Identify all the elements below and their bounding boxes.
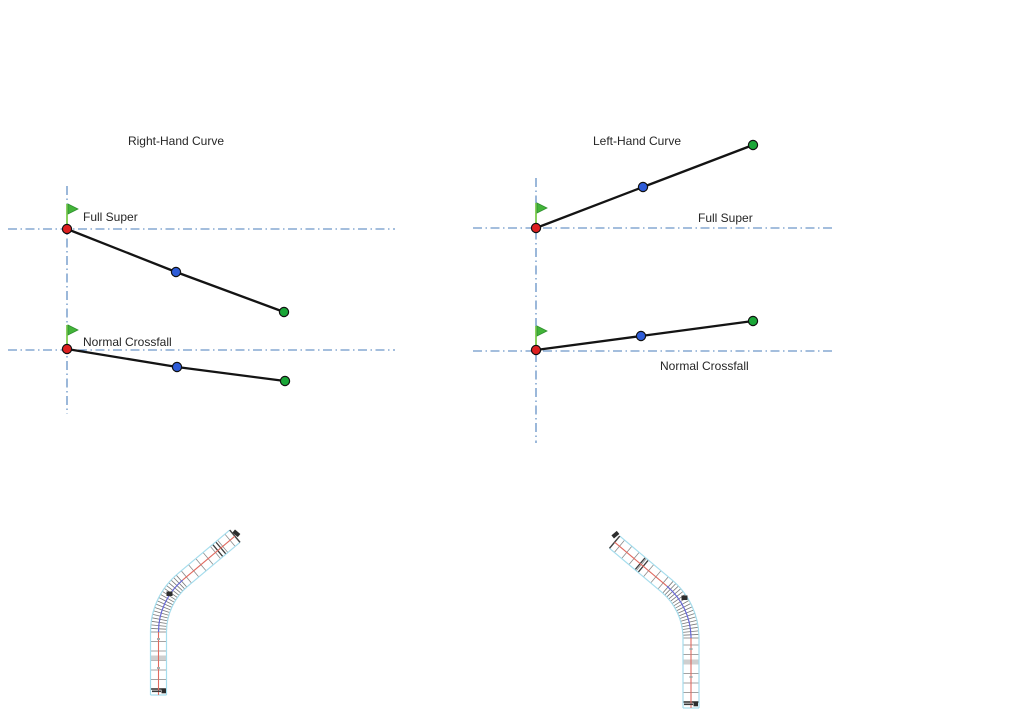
station-text-mark — [157, 638, 160, 640]
station-leader-mark — [152, 690, 161, 693]
cross-section-tick-layer — [150, 534, 236, 690]
profile-point-marker — [747, 315, 759, 327]
station-label-mark — [681, 595, 688, 600]
full-super-label: Full Super — [698, 211, 753, 225]
normal-crossfall-label: Normal Crossfall — [83, 335, 172, 349]
station-text-mark — [157, 667, 160, 669]
station-text-mark — [689, 648, 693, 650]
centerline-curve — [666, 585, 692, 639]
cross-section-tick-layer — [614, 540, 699, 703]
profile-point-marker — [635, 330, 647, 342]
panel-title: Right-Hand Curve — [128, 134, 224, 148]
profile-point-marker — [530, 222, 542, 234]
profile-point-marker — [61, 223, 73, 235]
profile-point-marker — [747, 139, 759, 151]
profile-point-marker — [279, 375, 291, 387]
centerline-tangent — [614, 541, 668, 587]
station-leader-mark — [684, 703, 693, 706]
road-edge-left — [149, 529, 231, 695]
profile-point-marker — [530, 344, 542, 356]
station-label-mark — [611, 530, 620, 539]
plan-view-left-hand-alignment — [608, 530, 700, 709]
normal-crossfall-markers — [61, 343, 291, 387]
station-label-mark — [693, 701, 698, 707]
station-label-mark — [232, 529, 241, 538]
full-super-markers — [61, 223, 290, 318]
centerline-tangent — [182, 535, 236, 581]
road-edge-right — [619, 535, 700, 708]
plan-view-right-hand-alignment — [149, 529, 241, 696]
profile-point-marker — [171, 361, 183, 373]
centerline-curve — [157, 579, 184, 633]
normal-crossfall-label: Normal Crossfall — [660, 359, 749, 373]
profile-point-marker — [637, 181, 649, 193]
panel-left-hand-curve: Left-Hand Curve Full Super Normal Crossf… — [473, 134, 833, 443]
full-super-label: Full Super — [83, 210, 138, 224]
panel-right-hand-curve: Right-Hand Curve Full Super Normal Cross… — [8, 134, 395, 414]
profile-point-marker — [61, 343, 73, 355]
full-super-markers — [530, 139, 759, 234]
profile-point-marker — [278, 306, 290, 318]
road-edge-left — [609, 547, 684, 708]
station-label-mark — [161, 688, 166, 694]
road-edge-right — [165, 541, 241, 695]
normal-crossfall-markers — [530, 315, 759, 356]
profile-point-marker — [170, 266, 182, 278]
station-text-mark — [689, 676, 693, 678]
panel-title: Left-Hand Curve — [593, 134, 681, 148]
station-label-mark — [166, 591, 173, 596]
